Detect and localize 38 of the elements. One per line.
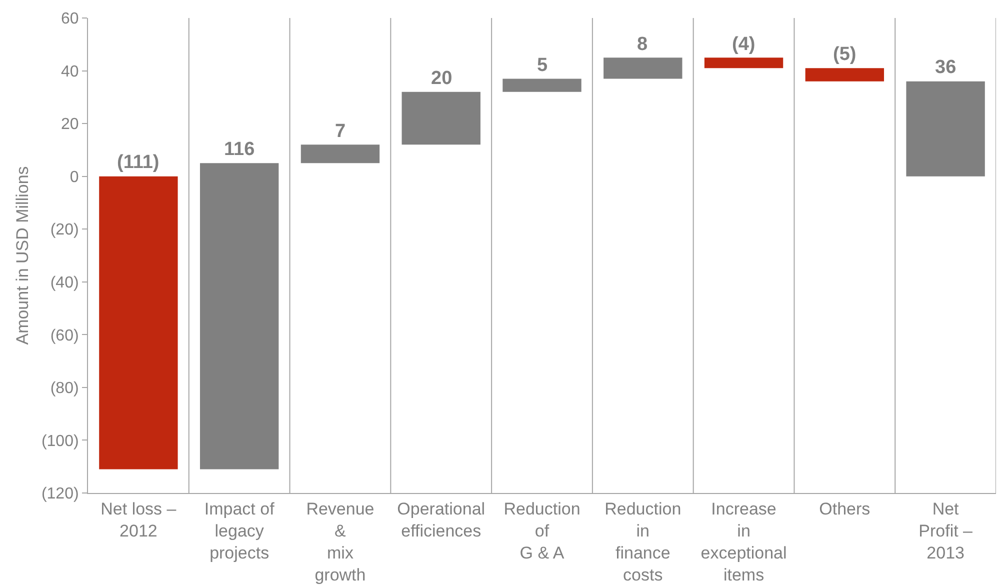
- bar: [704, 58, 784, 68]
- y-tick-label: 60: [61, 10, 79, 28]
- y-tick-label: (60): [50, 327, 79, 344]
- y-tick-label: (80): [50, 380, 79, 398]
- bar: [502, 78, 582, 92]
- x-tick-label: Impact of legacy projects: [204, 499, 275, 563]
- y-tick-label: 0: [70, 168, 79, 186]
- bar: [99, 176, 178, 470]
- bar: [805, 68, 884, 82]
- data-label: (4): [732, 34, 756, 55]
- y-tick-label: (100): [41, 432, 79, 450]
- bar: [200, 163, 279, 470]
- x-tick-label: Reduction of G & A: [504, 499, 580, 563]
- x-tick-label: Reduction in finance costs: [604, 499, 682, 585]
- y-tick-label: (40): [50, 274, 79, 292]
- y-tick-label: (20): [50, 222, 79, 239]
- data-label: 8: [637, 34, 648, 55]
- data-label: 20: [431, 68, 452, 89]
- data-label: (111): [117, 152, 160, 173]
- y-tick-label: (120): [41, 486, 79, 503]
- x-tick-label: Increase in exceptional items: [700, 499, 787, 585]
- data-label: 5: [537, 55, 548, 76]
- bar: [402, 92, 480, 145]
- y-tick-label: 20: [61, 116, 79, 134]
- data-label: (5): [833, 44, 856, 65]
- data-label: 7: [335, 121, 346, 142]
- bar: [300, 144, 380, 164]
- data-label: 36: [935, 57, 956, 78]
- data-label: 116: [224, 139, 255, 160]
- x-tick-label: Others: [819, 499, 870, 518]
- x-tick-label: Net Profit – 2013: [918, 499, 974, 563]
- bar: [604, 58, 682, 79]
- y-tick-label: 40: [61, 63, 79, 80]
- x-tick-label: Revenue & mix growth: [306, 499, 374, 585]
- y-axis-title: Amount in USD Millions: [12, 166, 32, 345]
- x-tick-label: Net loss – 2012: [100, 499, 177, 540]
- bar: [906, 81, 985, 176]
- x-tick-label: Operational efficiences: [397, 499, 486, 540]
